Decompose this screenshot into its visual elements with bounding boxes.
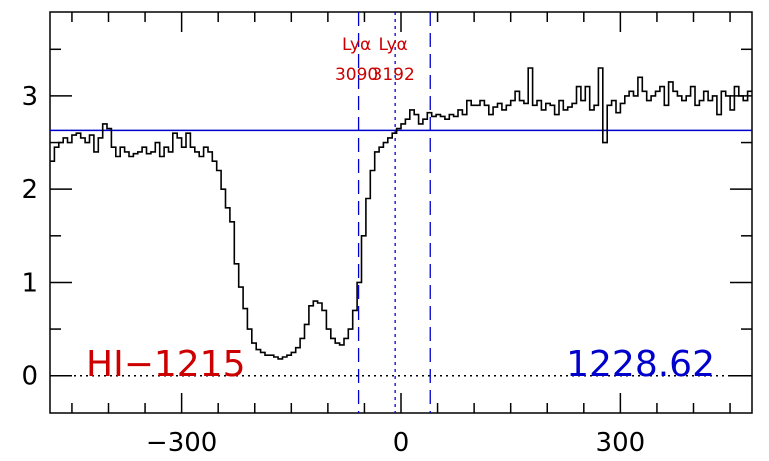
lya-3192-line-1: Lyα: [379, 35, 408, 55]
y-tick-label: 2: [21, 175, 38, 205]
data-layer: [50, 67, 752, 360]
axis-ticks: 0 1 2 3 −300 0 300: [21, 12, 752, 458]
wavelength-label: 1228.62: [566, 344, 715, 385]
y-tick-label: 3: [21, 82, 38, 112]
reference-lines: [50, 12, 752, 413]
y-tick-label: 0: [21, 362, 38, 392]
x-tick-label: 0: [393, 428, 410, 458]
lya-3090-line-1: Lyα: [342, 35, 371, 55]
line-id-label: HI−1215: [86, 344, 245, 385]
spectrum-series: [50, 67, 752, 360]
lya-3192-line-2: 3192: [372, 65, 415, 85]
x-tick-label: −300: [146, 428, 217, 458]
lya-3090-line-2: 3090: [335, 65, 378, 85]
x-tick-label: 300: [596, 428, 646, 458]
y-tick-label: 1: [21, 268, 38, 298]
